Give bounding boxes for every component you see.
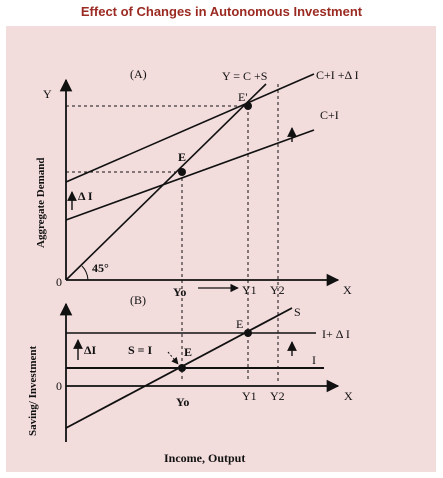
aggregate-demand-label: Aggregate Demand bbox=[35, 157, 47, 248]
s-equals-i-label: S = I bbox=[128, 343, 153, 357]
bottom-equilibrium-point-e-prime bbox=[244, 329, 252, 337]
bottom-point-e-label: E bbox=[184, 345, 192, 359]
top-x-axis-label: X bbox=[343, 283, 352, 297]
line-45-degree bbox=[65, 83, 267, 281]
top-y-axis-label: Y bbox=[43, 87, 52, 101]
line-c-plus-i-label: C+I bbox=[320, 108, 339, 122]
delta-i-label-top: Δ I bbox=[78, 189, 93, 203]
top-tick-y0: Yo bbox=[173, 285, 186, 299]
line-investment-shifted-label: I+ Δ I bbox=[322, 327, 350, 341]
angle-arc bbox=[81, 265, 89, 281]
top-panel: Y X 0 (A) 45° Aggregate Demand Y = C +S … bbox=[35, 67, 359, 299]
diagram-title: Effect of Changes in Autonomous Investme… bbox=[80, 4, 363, 19]
bottom-equilibrium-point-e bbox=[178, 364, 186, 372]
line-c-plus-i-plus-delta bbox=[65, 73, 315, 183]
saving-investment-label: Saving/ Investment bbox=[27, 346, 39, 436]
income-output-label: Income, Output bbox=[164, 451, 245, 465]
diagram-panel: Y X 0 (A) 45° Aggregate Demand Y = C +S … bbox=[6, 26, 436, 472]
line-45-label: Y = C +S bbox=[222, 69, 267, 83]
line-c-plus-i-plus-delta-label: C+I +Δ I bbox=[316, 68, 359, 82]
panel-a-label: (A) bbox=[130, 67, 147, 81]
bottom-point-e-prime-label: E bbox=[236, 317, 243, 331]
bottom-origin-label: 0 bbox=[56, 379, 62, 393]
point-e-prime-label: E' bbox=[238, 90, 248, 104]
delta-i-label-bottom: ΔI bbox=[84, 343, 97, 357]
bottom-tick-y0: Yo bbox=[176, 395, 189, 409]
bottom-panel: X 0 (B) Saving/ Investment S I+ Δ I I ΔI bbox=[27, 293, 353, 442]
diagram-svg: Y X 0 (A) 45° Aggregate Demand Y = C +S … bbox=[27, 67, 359, 465]
bottom-tick-y2: Y2 bbox=[270, 389, 285, 403]
top-tick-y2: Y2 bbox=[270, 283, 285, 297]
line-c-plus-i bbox=[65, 129, 315, 221]
panel-b-label: (B) bbox=[130, 293, 146, 307]
line-investment-label: I bbox=[312, 353, 316, 367]
s-equals-i-pointer bbox=[167, 351, 179, 365]
point-e-label: E bbox=[178, 150, 186, 164]
bottom-x-axis-label: X bbox=[344, 389, 353, 403]
top-origin-label: 0 bbox=[56, 275, 62, 289]
bottom-tick-y1: Y1 bbox=[242, 389, 257, 403]
angle-label: 45° bbox=[92, 261, 109, 275]
line-saving-label: S bbox=[294, 305, 301, 319]
top-tick-y1: Y1 bbox=[242, 283, 257, 297]
